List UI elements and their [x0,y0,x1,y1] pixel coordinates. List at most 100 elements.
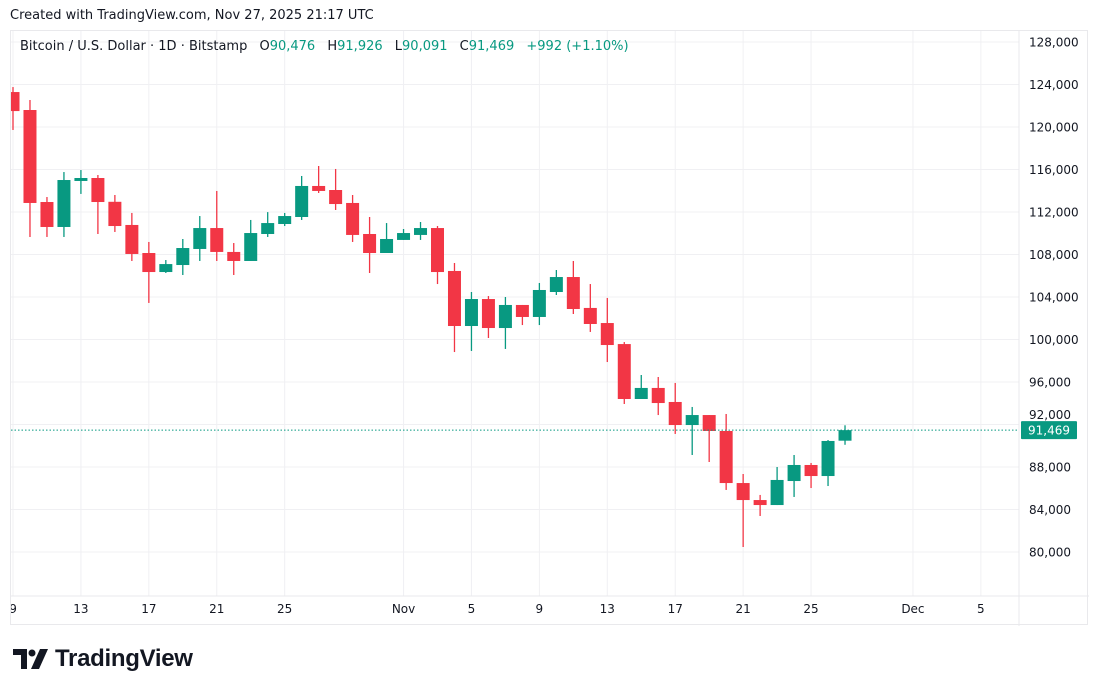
candle-2025-10-09 [11,87,20,130]
last-price-tag-bg [1021,421,1077,440]
candle-2025-11-05 [464,292,478,351]
time-tick-label: 5 [468,602,476,616]
change-value: +992 (+1.10%) [526,39,629,54]
candle-2025-11-23 [770,467,784,506]
candle-body [380,238,394,254]
price-tick-label: 92,000 [1029,408,1071,422]
chart-panel[interactable]: 128,000 124,000 120,000 116,000 112,000 108,0… [10,30,1089,626]
time-tick-label: 5 [977,602,985,616]
candle-2025-10-10 [23,100,37,237]
time-tick-label: 25 [803,602,818,616]
candle-2025-11-14 [617,342,631,404]
candle-2025-10-15 [108,195,122,232]
candle-2025-10-30 [363,216,377,273]
candle-2025-10-16 [125,212,139,261]
candle-body [549,277,563,293]
candle-2025-10-26 [295,175,309,220]
open-value: 90,476 [269,39,316,54]
low-value: 90,091 [402,39,448,54]
candle-2025-11-01 [397,229,411,240]
symbol-title: Bitcoin / U.S. Dollar · 1D · Bitstamp [20,39,248,54]
candle-2025-10-20 [193,216,207,261]
candle-2025-10-24 [261,212,275,237]
candle-2025-10-28 [329,168,343,210]
candle-2025-10-23 [244,219,258,261]
candle-2025-11-02 [414,221,428,240]
candle-body [125,224,139,254]
high-value: 91,926 [337,39,383,54]
candle-body [176,248,190,266]
candle-body [600,323,614,346]
grid [11,31,1019,596]
candle-body [651,387,665,404]
candle-2025-11-19 [702,415,716,463]
candle-2025-10-17 [142,241,156,303]
time-tick-label: 13 [73,602,88,616]
candle-2025-11-13 [600,297,614,363]
candle-2025-10-21 [210,190,224,261]
candle-body [312,185,326,191]
open-label: O [259,39,270,54]
price-tick-label: 84,000 [1029,503,1071,517]
candle-body [261,223,275,234]
candle-body [210,228,224,252]
candle-2025-10-13 [74,170,88,194]
candle-body [753,500,767,506]
close-value: 91,469 [468,39,515,54]
candle-body [804,464,818,477]
created-with-caption: Created with TradingView.com, Nov 27, 20… [10,8,374,23]
candle-2025-11-07 [498,297,512,349]
candle-2025-10-19 [176,238,190,276]
candle-body [736,483,750,501]
candle-2025-11-16 [651,377,665,416]
candle-body [23,110,37,203]
candle-2025-10-29 [346,195,360,242]
low-label: L [394,39,403,54]
price-tick-label: 96,000 [1029,376,1071,390]
candle-2025-11-17 [668,382,682,434]
time-tick-label: 25 [277,602,292,616]
candle-body [770,479,784,506]
candle-body [227,251,241,261]
candle-body [566,277,580,310]
candle-body [278,216,292,225]
candle-2025-11-20 [719,413,733,490]
close-label: C [459,39,469,54]
symbol-legend: Bitcoin / U.S. Dollar · 1D · Bitstamp O9… [20,39,629,54]
price-axis[interactable]: 128,000 124,000 120,000 116,000 112,000 108,0… [1029,36,1079,560]
candle-2025-11-15 [634,374,648,399]
candle-2025-11-26 [821,440,835,487]
tradingview-logo: TradingView [13,645,193,673]
candle-2025-11-08 [515,304,529,326]
candle-2025-11-24 [787,454,801,497]
time-tick-label: 13 [600,602,615,616]
time-axis[interactable]: 9 13 17 21 25 Nov 5 9 13 17 21 25 Dec 5 [11,602,985,616]
high-label: H [327,39,338,54]
time-tick-label: 21 [209,602,224,616]
candle-2025-11-12 [583,284,597,332]
candle-2025-11-04 [447,263,461,353]
price-tick-label: 108,000 [1029,248,1079,262]
candle-body [11,92,20,112]
candle-body [464,299,478,327]
candle-body [91,178,105,203]
price-tick-label: 124,000 [1029,78,1079,92]
candle-2025-10-31 [380,223,394,254]
time-tick-label: 9 [11,602,17,616]
candle-2025-11-21 [736,474,750,548]
time-tick-label: 17 [141,602,156,616]
candle-body [787,464,801,482]
price-tick-label: 80,000 [1029,546,1071,560]
price-tick-label: 128,000 [1029,36,1079,50]
time-tick-label: 17 [668,602,683,616]
candle-body [685,415,699,426]
candle-body [108,201,122,227]
candle-body [498,304,512,329]
candles [11,87,852,548]
candle-body [40,202,54,227]
candlestick-chart[interactable]: 128,000 124,000 120,000 116,000 112,000 108,0… [11,31,1089,626]
candle-body [583,307,597,324]
price-tick-label: 120,000 [1029,121,1079,135]
candle-2025-10-22 [227,243,241,276]
candle-2025-10-14 [91,175,105,234]
